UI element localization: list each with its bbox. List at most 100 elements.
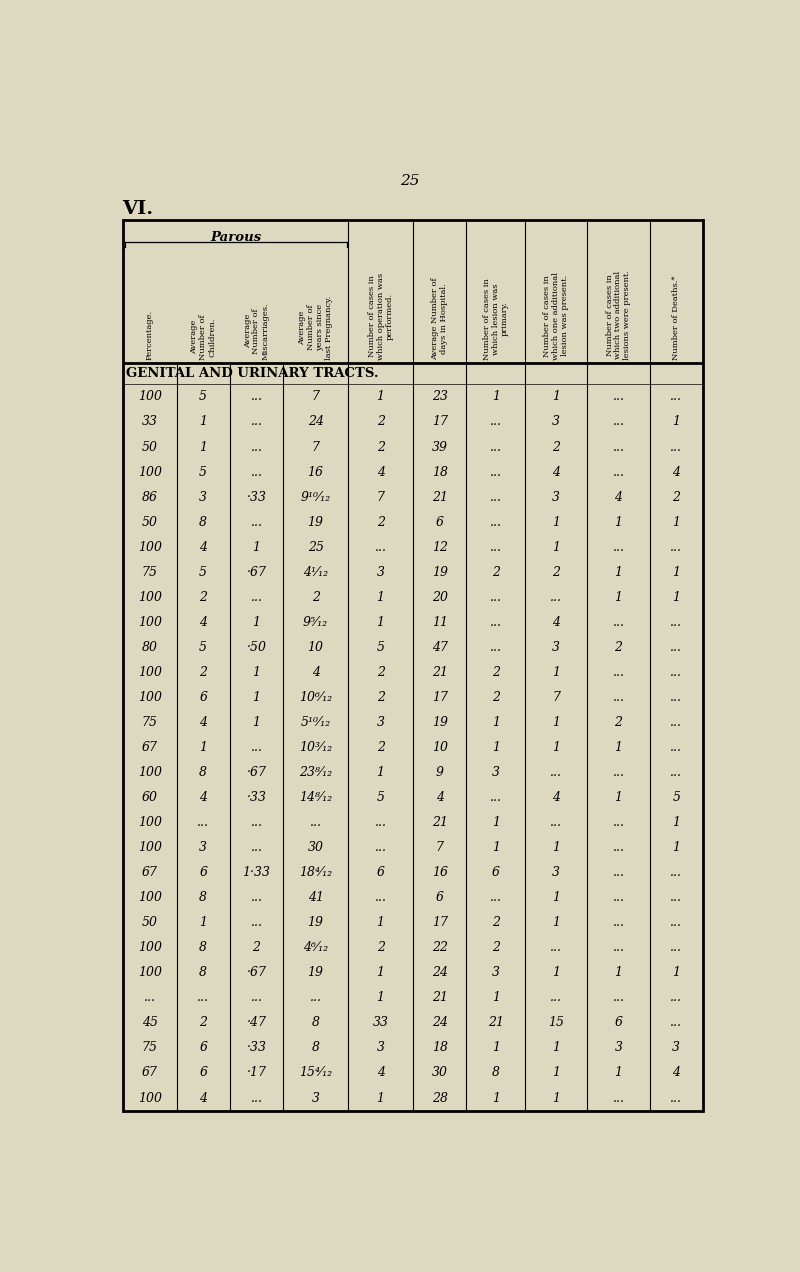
Text: 5: 5 [199,641,207,654]
Text: 100: 100 [138,466,162,478]
Text: 1: 1 [672,515,680,529]
Text: 5: 5 [199,566,207,579]
Text: 1: 1 [492,817,500,829]
Text: 23⁸⁄₁₂: 23⁸⁄₁₂ [299,766,332,778]
Text: 1: 1 [253,616,261,628]
Text: ...: ... [670,391,682,403]
Text: 12: 12 [432,541,448,553]
Text: 1: 1 [552,515,560,529]
Text: 6: 6 [199,1042,207,1054]
Text: 2: 2 [199,1016,207,1029]
Text: 17: 17 [432,916,448,930]
Text: 1: 1 [199,416,207,429]
Text: 19: 19 [432,566,448,579]
Text: ...: ... [613,440,625,454]
Text: 8: 8 [199,967,207,979]
Text: 2: 2 [253,941,261,954]
Text: ...: ... [613,616,625,628]
Text: ...: ... [613,841,625,854]
Text: ...: ... [374,541,386,553]
Text: 1: 1 [552,841,560,854]
Text: 7: 7 [312,391,320,403]
Text: Number of cases in
which operation was
performed.: Number of cases in which operation was p… [368,272,394,360]
Text: 20: 20 [432,590,448,604]
Text: 15: 15 [548,1016,564,1029]
Text: 1: 1 [199,742,207,754]
Text: 5: 5 [672,791,680,804]
Text: ...: ... [490,515,502,529]
Text: ...: ... [613,766,625,778]
Text: 18⁴⁄₁₂: 18⁴⁄₁₂ [299,866,332,879]
Text: Number of cases in
which two additional
lesions were present.: Number of cases in which two additional … [606,270,631,360]
Text: 4: 4 [199,616,207,628]
Text: ...: ... [250,841,262,854]
Text: 100: 100 [138,541,162,553]
Text: 4: 4 [552,466,560,478]
Text: 10: 10 [308,641,324,654]
Text: ...: ... [250,440,262,454]
Text: ...: ... [550,590,562,604]
Text: 4: 4 [614,491,622,504]
Text: 6: 6 [199,691,207,703]
Text: 100: 100 [138,841,162,854]
Text: 1: 1 [253,691,261,703]
Text: 7: 7 [312,440,320,454]
Text: ...: ... [670,766,682,778]
Text: 67: 67 [142,742,158,754]
Text: 15⁴⁄₁₂: 15⁴⁄₁₂ [299,1066,332,1080]
Text: 2: 2 [672,491,680,504]
Text: 5: 5 [377,791,385,804]
Text: 1: 1 [614,1066,622,1080]
Text: 11: 11 [432,616,448,628]
Text: 10⁶⁄₁₂: 10⁶⁄₁₂ [299,691,332,703]
Text: ...: ... [374,841,386,854]
Text: 100: 100 [138,766,162,778]
Text: 21: 21 [432,991,448,1005]
Text: 19: 19 [308,515,324,529]
Text: ...: ... [250,916,262,930]
Text: 8: 8 [199,941,207,954]
Text: 21: 21 [488,1016,504,1029]
Text: 1: 1 [377,916,385,930]
Text: 28: 28 [432,1091,448,1104]
Text: 4: 4 [377,1066,385,1080]
Text: 33: 33 [142,416,158,429]
Text: 3: 3 [552,641,560,654]
Text: 2: 2 [492,566,500,579]
Text: 4: 4 [672,466,680,478]
Text: 75: 75 [142,716,158,729]
Text: ...: ... [490,440,502,454]
Text: ...: ... [670,1016,682,1029]
Text: 1: 1 [552,967,560,979]
Text: 6: 6 [199,866,207,879]
Text: 1: 1 [492,841,500,854]
Text: ...: ... [613,1091,625,1104]
Text: ...: ... [490,616,502,628]
Text: ·33: ·33 [246,791,266,804]
Text: ·67: ·67 [246,967,266,979]
Text: 3: 3 [552,491,560,504]
Text: ...: ... [670,941,682,954]
Text: 1: 1 [492,991,500,1005]
Text: ·33: ·33 [246,1042,266,1054]
Text: Average
Number of
years since
last Pregnancy.: Average Number of years since last Pregn… [298,295,333,360]
Text: 100: 100 [138,1091,162,1104]
Text: Percentage.: Percentage. [146,309,154,360]
Text: 17: 17 [432,691,448,703]
Text: 19: 19 [308,967,324,979]
Text: 4: 4 [199,716,207,729]
Text: 2: 2 [199,665,207,679]
Text: 6: 6 [614,1016,622,1029]
Text: 4: 4 [199,1091,207,1104]
Text: 8: 8 [199,766,207,778]
Text: 4: 4 [552,791,560,804]
Text: 1: 1 [199,440,207,454]
Text: 25: 25 [308,541,324,553]
Text: 50: 50 [142,916,158,930]
Text: ...: ... [670,616,682,628]
Text: ...: ... [250,391,262,403]
Text: ...: ... [250,991,262,1005]
Text: 3: 3 [614,1042,622,1054]
Text: ...: ... [310,817,322,829]
Text: 9⁵⁄₁₂: 9⁵⁄₁₂ [303,616,328,628]
